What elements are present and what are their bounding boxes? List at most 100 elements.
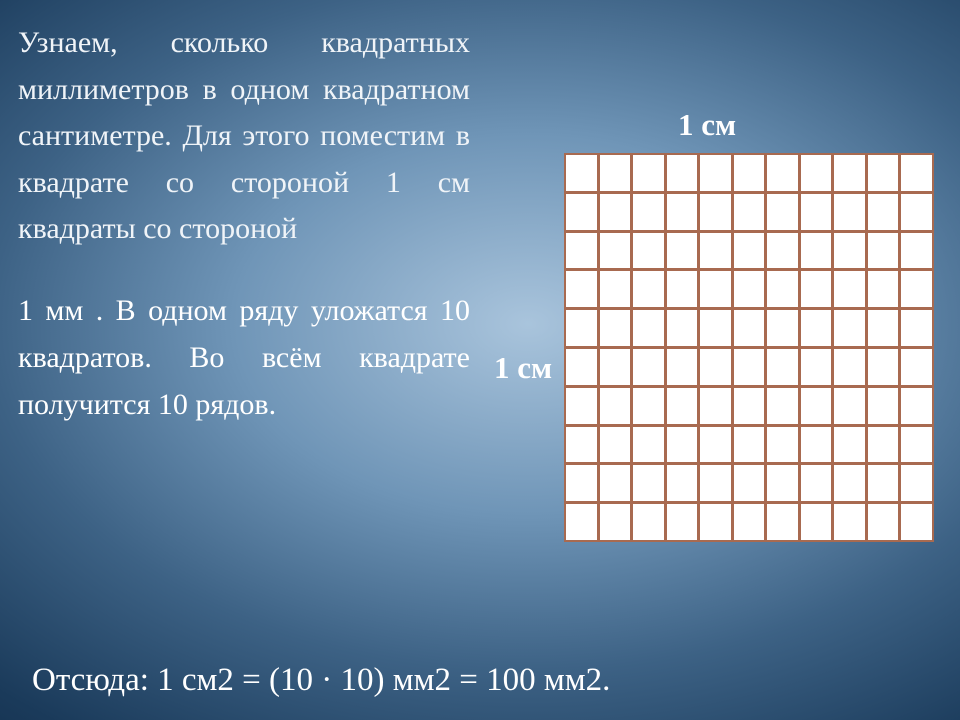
grid-cell: [566, 194, 597, 230]
grid-cell: [901, 233, 932, 269]
grid-cell: [834, 310, 865, 346]
grid-top-label: 1 см: [678, 107, 736, 143]
square-grid-frame: [564, 153, 934, 542]
grid-cell: [767, 233, 798, 269]
grid-cell: [700, 427, 731, 463]
grid-cell: [566, 349, 597, 385]
grid-cell: [834, 465, 865, 501]
grid-cell: [801, 465, 832, 501]
grid-cell: [868, 271, 899, 307]
grid-cell: [566, 310, 597, 346]
grid-cell: [633, 310, 664, 346]
grid-cell: [700, 233, 731, 269]
grid-cell: [801, 504, 832, 540]
grid-cell: [901, 465, 932, 501]
grid-cell: [734, 194, 765, 230]
grid-cell: [767, 465, 798, 501]
grid-cell: [700, 271, 731, 307]
grid-cell: [600, 233, 631, 269]
grid-cell: [801, 427, 832, 463]
grid-cell: [633, 194, 664, 230]
grid-cell: [633, 349, 664, 385]
grid-cell: [633, 427, 664, 463]
para2-body: 1 мм . В одном ряду уложатся 10 квадрато…: [18, 294, 470, 374]
grid-cell: [600, 349, 631, 385]
grid-cell: [566, 427, 597, 463]
grid-cell: [633, 388, 664, 424]
grid-side-label: 1 см: [494, 350, 552, 386]
grid-cell: [600, 310, 631, 346]
grid-cell: [868, 349, 899, 385]
grid-cell: [801, 310, 832, 346]
grid-cell: [734, 233, 765, 269]
square-grid: [566, 155, 932, 540]
paragraph-2: 1 мм . В одном ряду уложатся 10 квадрато…: [18, 287, 470, 429]
grid-cell: [600, 427, 631, 463]
grid-cell: [566, 388, 597, 424]
grid-cell: [801, 194, 832, 230]
grid-cell: [633, 504, 664, 540]
grid-cell: [600, 388, 631, 424]
grid-cell: [901, 349, 932, 385]
grid-cell: [667, 504, 698, 540]
grid-cell: [868, 155, 899, 191]
grid-cell: [834, 504, 865, 540]
grid-cell: [734, 310, 765, 346]
grid-cell: [767, 349, 798, 385]
grid-cell: [700, 155, 731, 191]
grid-cell: [834, 155, 865, 191]
grid-cell: [801, 233, 832, 269]
grid-cell: [700, 465, 731, 501]
grid-cell: [801, 155, 832, 191]
grid-cell: [667, 349, 698, 385]
conclusion-line: Отсюда: 1 см2 = (10 · 10) мм2 = 100 мм2.: [32, 662, 610, 699]
grid-cell: [901, 155, 932, 191]
grid-cell: [801, 271, 832, 307]
grid-cell: [633, 271, 664, 307]
grid-cell: [600, 504, 631, 540]
grid-cell: [767, 155, 798, 191]
grid-cell: [901, 504, 932, 540]
grid-cell: [633, 465, 664, 501]
grid-cell: [734, 504, 765, 540]
grid-cell: [901, 388, 932, 424]
grid-cell: [901, 194, 932, 230]
grid-cell: [901, 427, 932, 463]
grid-cell: [868, 388, 899, 424]
para1-last-line: квадраты со стороной: [18, 206, 470, 253]
grid-cell: [667, 194, 698, 230]
grid-cell: [566, 465, 597, 501]
grid-cell: [868, 194, 899, 230]
grid-cell: [700, 349, 731, 385]
grid-cell: [566, 504, 597, 540]
grid-cell: [667, 388, 698, 424]
grid-cell: [633, 233, 664, 269]
grid-cell: [834, 388, 865, 424]
grid-cell: [901, 310, 932, 346]
grid-cell: [767, 271, 798, 307]
grid-cell: [566, 155, 597, 191]
grid-cell: [600, 194, 631, 230]
grid-cell: [834, 194, 865, 230]
para1-body: Узнаем, сколько квадратных миллиметров в…: [18, 26, 470, 199]
grid-cell: [834, 427, 865, 463]
grid-cell: [734, 155, 765, 191]
grid-cell: [667, 271, 698, 307]
grid-cell: [734, 349, 765, 385]
grid-cell: [700, 388, 731, 424]
text-column: Узнаем, сколько квадратных миллиметров в…: [18, 20, 470, 429]
grid-cell: [667, 233, 698, 269]
grid-cell: [667, 465, 698, 501]
grid-cell: [834, 233, 865, 269]
grid-cell: [767, 504, 798, 540]
grid-cell: [734, 271, 765, 307]
grid-cell: [700, 504, 731, 540]
grid-cell: [767, 427, 798, 463]
grid-cell: [767, 388, 798, 424]
grid-cell: [600, 155, 631, 191]
grid-cell: [633, 155, 664, 191]
grid-cell: [834, 349, 865, 385]
grid-cell: [801, 349, 832, 385]
grid-cell: [667, 310, 698, 346]
grid-cell: [734, 388, 765, 424]
